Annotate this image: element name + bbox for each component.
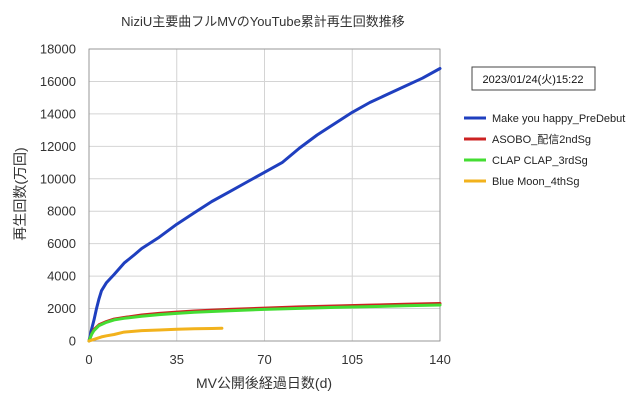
y-tick-label: 4000 [47, 269, 76, 284]
x-axis-ticks: 0 35 70 105 140 [85, 352, 450, 367]
plot-area-frame [88, 48, 441, 342]
y-tick-label: 6000 [47, 236, 76, 251]
legend-label: Blue Moon_4thSg [492, 176, 579, 188]
x-tick-label: 140 [429, 352, 451, 367]
series-line-1 [87, 67, 442, 343]
y-tick-label: 8000 [47, 204, 76, 219]
y-axis-ticks: 0 2000 4000 6000 8000 10000 12000 14000 16000 180… [40, 42, 76, 349]
date-box: 2023/01/24(火)15:22 [471, 66, 596, 91]
x-tick-label: 105 [341, 352, 363, 367]
series-line-3 [87, 303, 442, 343]
y-axis-label: 再生回数(万回) [12, 147, 28, 240]
y-tick-label: 14000 [40, 106, 76, 121]
legend-label: ASOBO_配信2ndSg [492, 133, 591, 146]
y-tick-label: 12000 [40, 139, 76, 154]
legend-label: Make you happy_PreDebut [492, 113, 625, 125]
series-lines [87, 67, 442, 343]
date-label: 2023/01/24(火)15:22 [483, 74, 584, 86]
x-tick-label: 35 [170, 352, 184, 367]
y-tick-label: 2000 [47, 301, 76, 316]
y-tick-label: 0 [69, 334, 76, 349]
legend: Make you happy_PreDebut ASOBO_配信2ndSg CLAP… [464, 113, 625, 188]
x-tick-label: 70 [257, 352, 271, 367]
chart-title: NiziU主要曲フルMVのYouTube累計再生回数推移 [121, 14, 405, 29]
x-axis-label: MV公開後経過日数(d) [196, 375, 332, 391]
date-box-frame [471, 66, 596, 91]
y-tick-label: 18000 [40, 42, 76, 57]
y-tick-label: 16000 [40, 74, 76, 89]
series-line-4 [87, 326, 224, 343]
y-tick-label: 10000 [40, 171, 76, 186]
legend-label: CLAP CLAP_3rdSg [492, 155, 588, 167]
x-tick-label: 0 [85, 352, 92, 367]
